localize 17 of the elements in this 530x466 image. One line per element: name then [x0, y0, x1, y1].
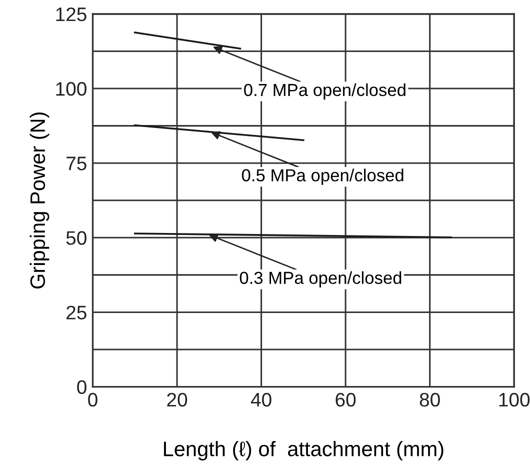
y-tick-label: 50 [66, 231, 86, 245]
x-axis-title: Length (ℓ) of attachment (mm) [164, 441, 444, 460]
annotation: 0.7 MPa open/closed [244, 83, 406, 100]
annotation: 0.3 MPa open/closed [240, 271, 402, 288]
y-axis-title: Gripping Power (N) [30, 112, 50, 288]
y-tick-label: 100 [56, 82, 86, 96]
x-tick-label: 40 [250, 392, 272, 407]
x-tick-label: 0 [88, 392, 98, 407]
x-tick-label: 20 [167, 392, 188, 407]
x-tick-label: 100 [499, 392, 530, 407]
x-tick-label: 80 [420, 392, 440, 407]
x-tick-label: 60 [336, 392, 356, 407]
y-tick-label: 0 [77, 380, 86, 394]
y-tick-label: 25 [66, 306, 86, 320]
annotation: 0.5 MPa open/closed [242, 168, 404, 185]
y-tick-label: 125 [56, 7, 86, 22]
y-tick-label: 75 [66, 156, 86, 170]
